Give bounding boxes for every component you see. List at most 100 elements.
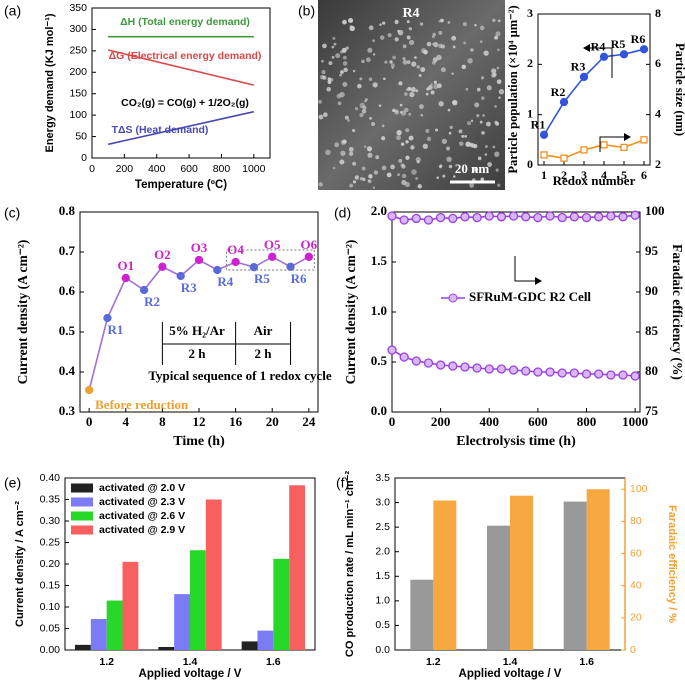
sem-particle: [476, 114, 480, 118]
y-tick-label: 250: [69, 45, 87, 57]
sem-particle: [387, 33, 392, 38]
point: [194, 255, 204, 265]
panel-label: (d): [334, 205, 351, 221]
point: [460, 212, 470, 222]
y-tick-label: 3.5: [375, 472, 390, 484]
sem-particle: [406, 60, 411, 64]
sem-particle: [494, 35, 499, 40]
sem-particle: [361, 166, 366, 171]
sem-particle: [409, 91, 415, 98]
y-tick-label: 0.8: [59, 203, 76, 218]
sem-particle: [322, 43, 327, 49]
point: [581, 212, 592, 223]
sem-particle: [446, 146, 450, 151]
y-axis-label: CO production rate / mL min⁻¹ cm⁻²: [344, 471, 356, 658]
y-tick-label: 1: [527, 106, 533, 120]
point: [387, 211, 397, 221]
sem-particle: [345, 46, 349, 50]
point-label: O1: [117, 258, 134, 273]
sem-particle: [332, 36, 336, 40]
point: [484, 364, 494, 374]
series-line: [543, 139, 645, 160]
sem-particle: [349, 183, 354, 188]
point-label: Before reduction: [95, 397, 189, 412]
sem-particle: [331, 55, 335, 59]
legend-swatch: [71, 525, 93, 535]
annotation: Typical sequence of 1 redox cycle: [148, 368, 332, 383]
sem-particle: [492, 145, 496, 149]
sem-particle: [361, 59, 365, 64]
x-tick-label: 1.6: [579, 656, 594, 668]
y-tick-label: 0.15: [40, 579, 61, 591]
sem-particle: [372, 186, 376, 189]
point-label: O2: [154, 247, 171, 262]
sem-particle: [458, 129, 463, 134]
sem-particle: [417, 184, 422, 189]
sem-particle: [400, 142, 405, 146]
legend-label: activated @ 2.9 V: [99, 524, 185, 536]
sem-particle: [404, 181, 411, 188]
y-axis-label: Current density / A cm⁻²: [14, 501, 26, 627]
sem-particle: [451, 35, 457, 41]
x-tick-label: 800: [577, 414, 597, 429]
sem-particle: [482, 114, 485, 117]
sem-particle: [373, 170, 379, 175]
sem-particle: [411, 61, 417, 67]
sem-particle: [432, 42, 435, 46]
x-tick-label: 0: [89, 163, 95, 175]
sem-particle: [426, 136, 432, 142]
sem-particle: [420, 113, 424, 117]
sem-particle: [436, 176, 440, 180]
sem-particle: [349, 24, 353, 28]
sem-particle: [342, 61, 348, 66]
y-tick-label: 0.5: [371, 353, 388, 368]
sem-particle: [369, 116, 372, 120]
sem-particle: [467, 58, 473, 64]
sem-particle: [452, 99, 458, 106]
bar: [205, 499, 222, 650]
sem-particle: [458, 141, 464, 147]
point-label: R6: [631, 32, 646, 46]
point: [496, 364, 507, 374]
point-label: R1: [108, 322, 124, 337]
sem-particle: [432, 35, 435, 39]
sem-particle: [389, 60, 393, 64]
sem-particle: [410, 86, 416, 92]
sem-particle: [367, 152, 373, 158]
y2-axis-label: Faradaic efficiency / %: [666, 505, 678, 623]
y-tick-label: 1.0: [371, 303, 387, 318]
sem-particle: [340, 150, 346, 156]
sem-particle: [339, 159, 345, 165]
point: [539, 130, 549, 139]
y-tick-label: 150: [69, 87, 87, 99]
y-tick-label: 0.5: [375, 619, 390, 631]
sem-particle: [323, 112, 328, 118]
sem-particle: [425, 129, 430, 134]
point: [423, 358, 434, 368]
x-tick-label: 1000: [622, 414, 648, 429]
y-tick-label: 0.30: [40, 515, 61, 527]
sem-particle: [496, 48, 500, 52]
sem-particle: [335, 53, 341, 59]
point: [599, 52, 609, 61]
legend-label: activated @ 2.0 V: [99, 482, 185, 494]
y2-axis-label: Particle size (nm): [673, 43, 685, 136]
y-axis-label: Current density (A cm⁻²): [343, 240, 358, 385]
sem-particle: [402, 57, 406, 61]
sem-particle: [425, 92, 429, 96]
point: [594, 212, 604, 222]
y-tick-label: 300: [69, 23, 87, 35]
bar: [563, 501, 587, 650]
scale-bar-label: 20 nm: [455, 161, 489, 176]
y2-tick-label: 75: [645, 403, 659, 418]
sem-particle: [436, 54, 442, 61]
y-tick-label: 100: [69, 109, 87, 121]
point: [399, 352, 409, 362]
sem-particle: [430, 83, 434, 86]
sem-particle: [465, 141, 471, 147]
axis-arrow: [599, 133, 631, 152]
sem-particle: [349, 151, 354, 156]
sem-particle: [420, 67, 426, 73]
y2-tick-label: 100: [630, 483, 648, 495]
sem-particle: [411, 169, 417, 175]
